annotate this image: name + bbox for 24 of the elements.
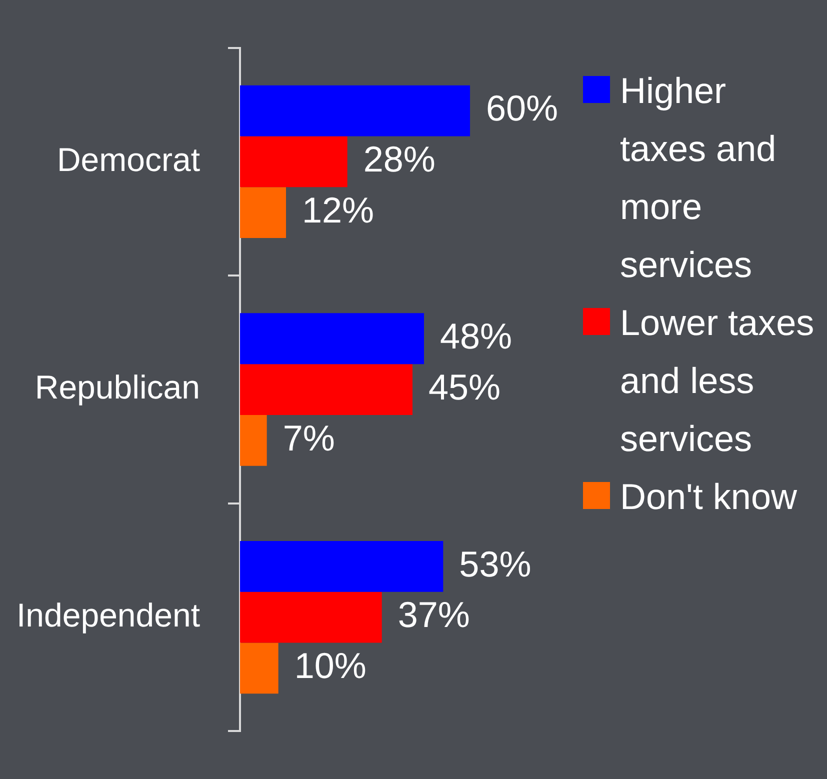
bar (240, 592, 382, 643)
bar (240, 364, 412, 415)
data-label: 48% (440, 316, 512, 357)
y-tick-label: Independent (16, 596, 200, 634)
data-label: 7% (282, 417, 335, 458)
data-label: 60% (486, 88, 558, 129)
bar (240, 540, 444, 592)
bar (240, 85, 470, 136)
bar (240, 313, 424, 364)
bar (240, 187, 286, 238)
legend-label: Don't know (620, 475, 798, 519)
y-tick-label: Democrat (56, 140, 200, 178)
legend-label: Lower taxes and less services (620, 301, 815, 461)
legend-label: Higher taxes and more services (620, 69, 778, 287)
data-label: 10% (294, 645, 366, 686)
data-label: 28% (363, 138, 436, 180)
data-label: 53% (459, 543, 532, 584)
data-label: 45% (428, 366, 501, 408)
data-label: 37% (398, 594, 470, 636)
bar (240, 414, 267, 466)
bar (240, 642, 278, 694)
data-label: 12% (302, 189, 374, 230)
y-tick-label: Republican (34, 368, 200, 406)
bar (240, 136, 348, 188)
